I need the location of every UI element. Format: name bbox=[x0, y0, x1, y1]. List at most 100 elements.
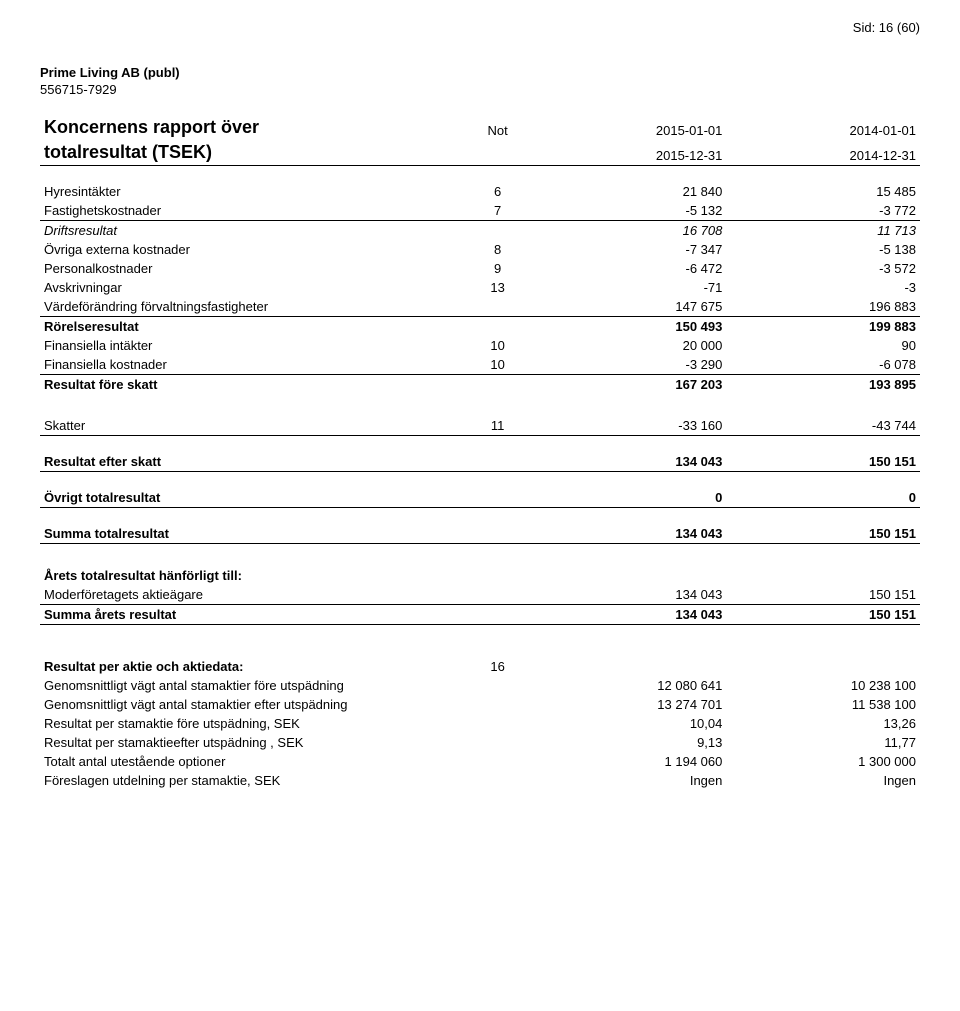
label: Resultat före skatt bbox=[40, 375, 462, 395]
row-ovriga-externa: Övriga externa kostnader 8 -7 347 -5 138 bbox=[40, 240, 920, 259]
v2: Ingen bbox=[726, 771, 920, 790]
v2: -3 bbox=[726, 278, 920, 297]
income-statement-table: Koncernens rapport över Not 2015-01-01 2… bbox=[40, 115, 920, 790]
row-resultat-fore-skatt: Resultat före skatt 167 203 193 895 bbox=[40, 375, 920, 395]
v1: -33 160 bbox=[533, 416, 727, 436]
note bbox=[462, 375, 532, 395]
row-avskrivningar: Avskrivningar 13 -71 -3 bbox=[40, 278, 920, 297]
row-resultat-per-stamaktie-efter: Resultat per stamaktieefter utspädning ,… bbox=[40, 733, 920, 752]
v2: 150 151 bbox=[726, 452, 920, 472]
row-aktiedata-header: Resultat per aktie och aktiedata: 16 bbox=[40, 657, 920, 676]
v1: 9,13 bbox=[533, 733, 727, 752]
note: 8 bbox=[462, 240, 532, 259]
title-line2: totalresultat (TSEK) bbox=[40, 140, 462, 166]
v2: 196 883 bbox=[726, 297, 920, 317]
v2: 90 bbox=[726, 336, 920, 355]
row-hanforligt-header: Årets totalresultat hänförligt till: bbox=[40, 566, 920, 585]
label: Summa årets resultat bbox=[40, 605, 462, 625]
row-genomsnitt-fore: Genomsnittligt vägt antal stamaktier för… bbox=[40, 676, 920, 695]
v1: Ingen bbox=[533, 771, 727, 790]
v1: 134 043 bbox=[533, 605, 727, 625]
v1: 167 203 bbox=[533, 375, 727, 395]
v1: 10,04 bbox=[533, 714, 727, 733]
label: Övriga externa kostnader bbox=[40, 240, 462, 259]
title-row-1: Koncernens rapport över Not 2015-01-01 2… bbox=[40, 115, 920, 140]
label: Resultat efter skatt bbox=[40, 452, 462, 472]
v2: 11,77 bbox=[726, 733, 920, 752]
v2: 150 151 bbox=[726, 585, 920, 605]
v1: 16 708 bbox=[533, 221, 727, 241]
note bbox=[462, 452, 532, 472]
note: 10 bbox=[462, 355, 532, 375]
note bbox=[462, 221, 532, 241]
v1: -7 347 bbox=[533, 240, 727, 259]
row-summa-totalresultat: Summa totalresultat 134 043 150 151 bbox=[40, 524, 920, 544]
v1: 21 840 bbox=[533, 182, 727, 201]
label: Driftsresultat bbox=[40, 221, 462, 241]
label: Avskrivningar bbox=[40, 278, 462, 297]
row-fastighetskostnader: Fastighetskostnader 7 -5 132 -3 772 bbox=[40, 201, 920, 221]
label: Resultat per stamaktieefter utspädning ,… bbox=[40, 733, 462, 752]
label: Genomsnittligt vägt antal stamaktier för… bbox=[40, 676, 462, 695]
v2: 15 485 bbox=[726, 182, 920, 201]
v1: 12 080 641 bbox=[533, 676, 727, 695]
row-resultat-efter-skatt: Resultat efter skatt 134 043 150 151 bbox=[40, 452, 920, 472]
period-start-1: 2015-01-01 bbox=[533, 115, 727, 140]
row-summa-arets-resultat: Summa årets resultat 134 043 150 151 bbox=[40, 605, 920, 625]
label: Totalt antal utestående optioner bbox=[40, 752, 462, 771]
v2: -6 078 bbox=[726, 355, 920, 375]
note bbox=[462, 317, 532, 337]
label: Finansiella kostnader bbox=[40, 355, 462, 375]
v2: 10 238 100 bbox=[726, 676, 920, 695]
v2: 11 538 100 bbox=[726, 695, 920, 714]
v1: 134 043 bbox=[533, 524, 727, 544]
note: 13 bbox=[462, 278, 532, 297]
label: Årets totalresultat hänförligt till: bbox=[40, 566, 462, 585]
row-hyresintakter: Hyresintäkter 6 21 840 15 485 bbox=[40, 182, 920, 201]
note: 7 bbox=[462, 201, 532, 221]
v1: 134 043 bbox=[533, 585, 727, 605]
row-ovrigt-totalresultat: Övrigt totalresultat 0 0 bbox=[40, 488, 920, 508]
label: Hyresintäkter bbox=[40, 182, 462, 201]
v1: 1 194 060 bbox=[533, 752, 727, 771]
page-number: Sid: 16 (60) bbox=[40, 20, 920, 35]
period-start-2: 2014-01-01 bbox=[726, 115, 920, 140]
v1: 147 675 bbox=[533, 297, 727, 317]
label: Personalkostnader bbox=[40, 259, 462, 278]
v2: -5 138 bbox=[726, 240, 920, 259]
v2: 150 151 bbox=[726, 524, 920, 544]
v2: -3 572 bbox=[726, 259, 920, 278]
v2: -3 772 bbox=[726, 201, 920, 221]
v1: -71 bbox=[533, 278, 727, 297]
label: Värdeförändring förvaltningsfastigheter bbox=[40, 297, 462, 317]
row-rorelseresultat: Rörelseresultat 150 493 199 883 bbox=[40, 317, 920, 337]
row-genomsnitt-efter: Genomsnittligt vägt antal stamaktier eft… bbox=[40, 695, 920, 714]
period-end-1: 2015-12-31 bbox=[533, 140, 727, 166]
v2: -43 744 bbox=[726, 416, 920, 436]
label: Genomsnittligt vägt antal stamaktier eft… bbox=[40, 695, 462, 714]
v1: -3 290 bbox=[533, 355, 727, 375]
label: Fastighetskostnader bbox=[40, 201, 462, 221]
row-driftsresultat: Driftsresultat 16 708 11 713 bbox=[40, 221, 920, 241]
row-finansiella-intakter: Finansiella intäkter 10 20 000 90 bbox=[40, 336, 920, 355]
label: Finansiella intäkter bbox=[40, 336, 462, 355]
v2: 1 300 000 bbox=[726, 752, 920, 771]
v1: 134 043 bbox=[533, 452, 727, 472]
label: Övrigt totalresultat bbox=[40, 488, 462, 508]
row-skatter: Skatter 11 -33 160 -43 744 bbox=[40, 416, 920, 436]
label: Rörelseresultat bbox=[40, 317, 462, 337]
label: Summa totalresultat bbox=[40, 524, 462, 544]
note: 9 bbox=[462, 259, 532, 278]
v1: 0 bbox=[533, 488, 727, 508]
company-org: 556715-7929 bbox=[40, 82, 920, 97]
note: 10 bbox=[462, 336, 532, 355]
row-resultat-per-stamaktie-fore: Resultat per stamaktie före utspädning, … bbox=[40, 714, 920, 733]
note bbox=[462, 297, 532, 317]
v1: -6 472 bbox=[533, 259, 727, 278]
row-utdelning: Föreslagen utdelning per stamaktie, SEK … bbox=[40, 771, 920, 790]
v1: 13 274 701 bbox=[533, 695, 727, 714]
company-name: Prime Living AB (publ) bbox=[40, 65, 920, 80]
report-page: Sid: 16 (60) Prime Living AB (publ) 5567… bbox=[0, 0, 960, 830]
note-header: Not bbox=[462, 115, 532, 140]
v2: 13,26 bbox=[726, 714, 920, 733]
